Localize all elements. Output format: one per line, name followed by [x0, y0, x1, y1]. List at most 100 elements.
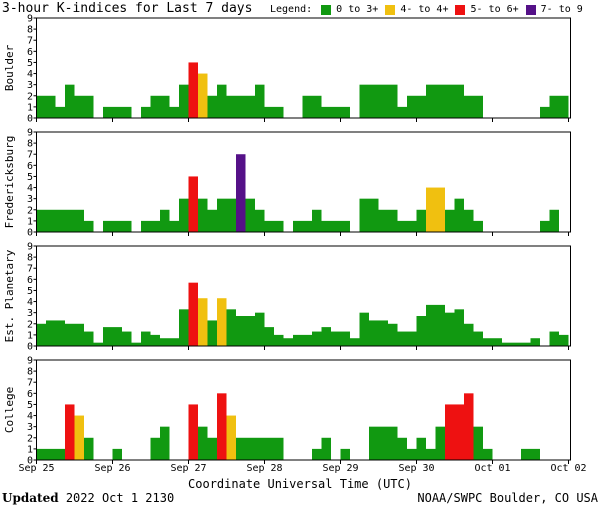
bar-fredericksburg-37	[388, 209, 398, 232]
bar-college-44	[454, 404, 464, 460]
bar-est-planetary-18	[207, 320, 217, 346]
bar-fredericksburg-12	[150, 220, 160, 232]
bar-est-planetary-41	[426, 304, 436, 346]
bar-est-planetary-49	[502, 342, 512, 346]
bar-boulder-55	[559, 95, 569, 118]
x-tick-label-3: Sep 28	[246, 463, 282, 474]
bar-fredericksburg-28	[302, 220, 312, 232]
bar-boulder-43	[445, 84, 455, 118]
y-tick-label-boulder-3: 3	[27, 80, 33, 91]
bar-est-planetary-9	[122, 331, 132, 346]
bar-boulder-12	[150, 95, 160, 118]
bar-est-planetary-19	[217, 298, 227, 346]
bar-est-planetary-40	[416, 316, 426, 346]
bar-college-24	[264, 437, 274, 460]
bar-fredericksburg-3	[65, 209, 75, 232]
bar-est-planetary-26	[283, 338, 293, 346]
bar-college-17	[198, 426, 208, 460]
bar-fredericksburg-0	[36, 209, 46, 232]
bar-college-13	[160, 426, 170, 460]
y-tick-label-est-planetary-1: 1	[27, 330, 33, 341]
bar-boulder-8	[112, 106, 122, 118]
bar-est-planetary-21	[236, 316, 246, 346]
bar-boulder-9	[122, 106, 132, 118]
bar-est-planetary-48	[492, 338, 502, 346]
y-tick-label-boulder-8: 8	[27, 25, 33, 36]
bar-college-23	[255, 437, 265, 460]
x-tick-label-5: Sep 30	[398, 463, 434, 474]
legend-item-red: 5- to 6+	[470, 4, 519, 15]
bar-boulder-2	[55, 106, 65, 118]
bar-college-45	[464, 393, 474, 460]
chart-title: 3-hour K-indices for Last 7 days	[2, 1, 253, 16]
bar-fredericksburg-13	[160, 209, 170, 232]
bar-fredericksburg-18	[207, 209, 217, 232]
bar-est-planetary-11	[141, 331, 151, 346]
bar-boulder-35	[369, 84, 379, 118]
bar-est-planetary-12	[150, 334, 160, 346]
bar-est-planetary-17	[198, 298, 208, 346]
bar-est-planetary-5	[84, 331, 94, 346]
legend-swatch-red	[455, 4, 466, 15]
bar-est-planetary-20	[226, 309, 236, 346]
bar-est-planetary-35	[369, 320, 379, 346]
bar-boulder-30	[321, 106, 331, 118]
bar-fredericksburg-22	[245, 198, 255, 232]
panel-label-college: College	[3, 387, 16, 433]
y-tick-label-fredericksburg-8: 8	[27, 139, 33, 150]
x-tick-label-6: Oct 01	[474, 463, 510, 474]
bar-est-planetary-31	[331, 331, 341, 346]
bar-college-40	[416, 437, 426, 460]
bar-boulder-38	[397, 106, 407, 118]
bar-college-16	[188, 404, 198, 460]
bar-fredericksburg-11	[141, 220, 151, 232]
y-tick-label-fredericksburg-7: 7	[27, 150, 33, 161]
bar-fredericksburg-20	[226, 198, 236, 232]
panel-label-fredericksburg: Fredericksburg	[3, 136, 16, 229]
panel-frame-college	[36, 359, 571, 461]
bar-college-4	[74, 415, 84, 460]
y-tick-label-fredericksburg-3: 3	[27, 194, 33, 205]
bar-fredericksburg-4	[74, 209, 84, 232]
updated-label: Updated	[2, 491, 59, 505]
y-tick-label-fredericksburg-6: 6	[27, 161, 33, 172]
bar-college-12	[150, 437, 160, 460]
bar-est-planetary-55	[559, 334, 569, 346]
bar-college-52	[530, 448, 540, 460]
bar-boulder-18	[207, 95, 217, 118]
legend-item-purple: 7- to 9	[540, 4, 583, 15]
bar-fredericksburg-30	[321, 220, 331, 232]
bar-est-planetary-36	[378, 320, 388, 346]
bar-college-46	[473, 426, 483, 460]
y-tick-label-boulder-4: 4	[27, 69, 33, 80]
bar-college-51	[521, 448, 531, 460]
bar-est-planetary-38	[397, 331, 407, 346]
bar-fredericksburg-5	[84, 220, 94, 232]
bar-est-planetary-23	[255, 312, 265, 346]
bar-college-32	[340, 448, 350, 460]
bar-est-planetary-14	[169, 338, 179, 346]
bar-boulder-53	[540, 106, 550, 118]
bar-boulder-21	[236, 95, 246, 118]
bar-est-planetary-50	[511, 342, 521, 346]
bar-boulder-37	[388, 84, 398, 118]
bar-boulder-17	[198, 73, 208, 118]
y-tick-label-college-1: 1	[27, 444, 33, 455]
bar-boulder-23	[255, 84, 265, 118]
bar-college-0	[36, 448, 46, 460]
y-tick-label-fredericksburg-2: 2	[27, 205, 33, 216]
bar-boulder-24	[264, 106, 274, 118]
bar-college-38	[397, 437, 407, 460]
bar-est-planetary-16	[188, 282, 198, 346]
bar-fredericksburg-31	[331, 220, 341, 232]
bar-boulder-16	[188, 62, 198, 118]
bar-fredericksburg-35	[369, 198, 379, 232]
y-tick-label-fredericksburg-9: 9	[27, 128, 33, 139]
y-tick-label-college-3: 3	[27, 422, 33, 433]
bar-est-planetary-22	[245, 316, 255, 346]
y-tick-label-college-7: 7	[27, 378, 33, 389]
bar-college-25	[274, 437, 284, 460]
y-tick-label-college-6: 6	[27, 389, 33, 400]
bar-college-35	[369, 426, 379, 460]
panel-frame-boulder	[36, 17, 571, 119]
